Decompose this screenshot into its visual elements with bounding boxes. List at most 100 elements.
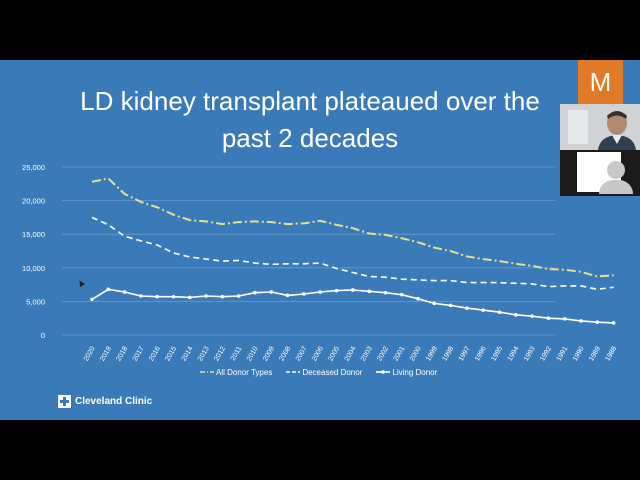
slide-background [0,60,640,420]
x-tick-label: 2003 [360,345,374,362]
x-tick-label: 2018 [115,345,129,362]
x-tick-label: 1991 [556,345,570,362]
chart-legend: All Donor Types Deceased Donor Living Dono… [200,365,437,379]
data-point [188,295,192,300]
data-point [562,317,567,321]
data-point [139,294,143,298]
data-point [399,292,404,297]
x-tick-label: 2015 [164,345,178,362]
data-point [611,321,616,325]
participant-tile-initial[interactable]: M [578,60,623,104]
x-tick-label: 2020 [83,345,97,362]
legend-swatch-icon [376,370,391,374]
x-tick-label: 1989 [588,345,602,362]
x-tick-label: 2011 [230,345,244,362]
series-line [91,216,614,291]
y-tick-label: 20,000 [22,197,45,206]
x-tick-label: 2012 [213,345,227,362]
x-tick-label: 1988 [604,345,618,362]
x-tick-label: 1996 [474,345,488,362]
title-line-1: LD kidney transplant plateaued over the [80,86,540,116]
data-point [204,294,208,298]
legend-swatch-icon [286,371,301,373]
x-tick-label: 2001 [393,345,407,362]
avatar-head-icon [607,161,625,179]
legend-label: All Donor Types [216,367,273,377]
x-tick-label: 1994 [507,345,521,362]
data-point [334,288,339,293]
x-tick-label: 2014 [181,345,195,362]
y-tick-label: 25,000 [22,163,45,172]
x-tick-label: 2016 [148,345,162,362]
data-point [285,293,290,298]
data-point [497,310,502,314]
legend-item: Deceased Donor [286,368,362,377]
x-tick-label: 2004 [344,345,358,362]
legend-item: All Donor Types [200,368,272,377]
data-point [90,297,94,302]
data-point [416,296,420,301]
legend-item: Living Donor [376,368,437,377]
legend-swatch-icon [200,371,214,373]
data-point [220,294,225,299]
y-tick-label: 10,000 [22,264,45,273]
x-tick-label: 2010 [246,345,260,362]
data-point [351,288,355,292]
x-tick-label: 1990 [572,345,586,362]
data-point [595,320,600,325]
x-tick-label: 2005 [327,345,341,362]
avatar-frame [577,152,633,194]
data-point [383,290,388,295]
data-point [448,303,453,308]
data-point [530,314,534,318]
data-point [171,294,176,299]
data-point [236,294,241,298]
data-point [546,316,551,321]
x-tick-label: 1999 [425,345,439,362]
x-tick-label: 2013 [197,345,211,362]
avatar-body-icon [599,180,633,194]
x-tick-label: 1997 [458,345,472,362]
data-point [253,290,257,295]
x-tick-label: 2017 [132,345,146,362]
y-tick-label: 15,000 [22,230,45,239]
series-line [91,177,614,278]
data-point [481,308,486,312]
x-tick-label: 1993 [523,345,537,362]
presenter-video-icon [560,104,640,150]
x-tick-label: 2000 [409,345,423,362]
data-point [106,287,111,292]
data-point [367,289,371,294]
cross-logo-icon [58,395,71,408]
data-point [302,292,306,296]
data-point [465,306,469,310]
x-tick-label: 2008 [278,345,292,362]
participant-initial: M [589,67,612,97]
series-line [91,288,614,324]
x-tick-label: 1998 [441,345,455,362]
x-tick-label: 2019 [99,345,113,362]
logo-text: Cleveland Clinic [75,396,153,407]
x-tick-label: 2007 [295,345,309,362]
slide-title: LD kidney transplant plateaued over the … [30,83,590,157]
data-point [514,313,518,317]
data-point [432,301,437,306]
cleveland-clinic-logo: Cleveland Clinic [58,395,152,408]
presenter-video-tile[interactable] [560,104,640,150]
x-tick-label: 2009 [262,345,276,362]
x-tick-label: 2006 [311,345,325,362]
title-line-2: past 2 decades [221,123,399,153]
participant-avatar-tile[interactable] [560,150,640,196]
data-point [318,290,323,294]
legend-label: Living Donor [392,367,438,377]
x-tick-label: 1995 [490,345,504,362]
legend-label: Deceased Donor [302,367,363,377]
y-tick-label: 0 [41,331,45,340]
data-point [122,290,127,294]
data-point [155,294,159,299]
data-point [579,319,583,323]
y-tick-label: 5,000 [26,297,45,306]
data-point [269,290,274,294]
x-tick-label: 1992 [539,345,553,362]
